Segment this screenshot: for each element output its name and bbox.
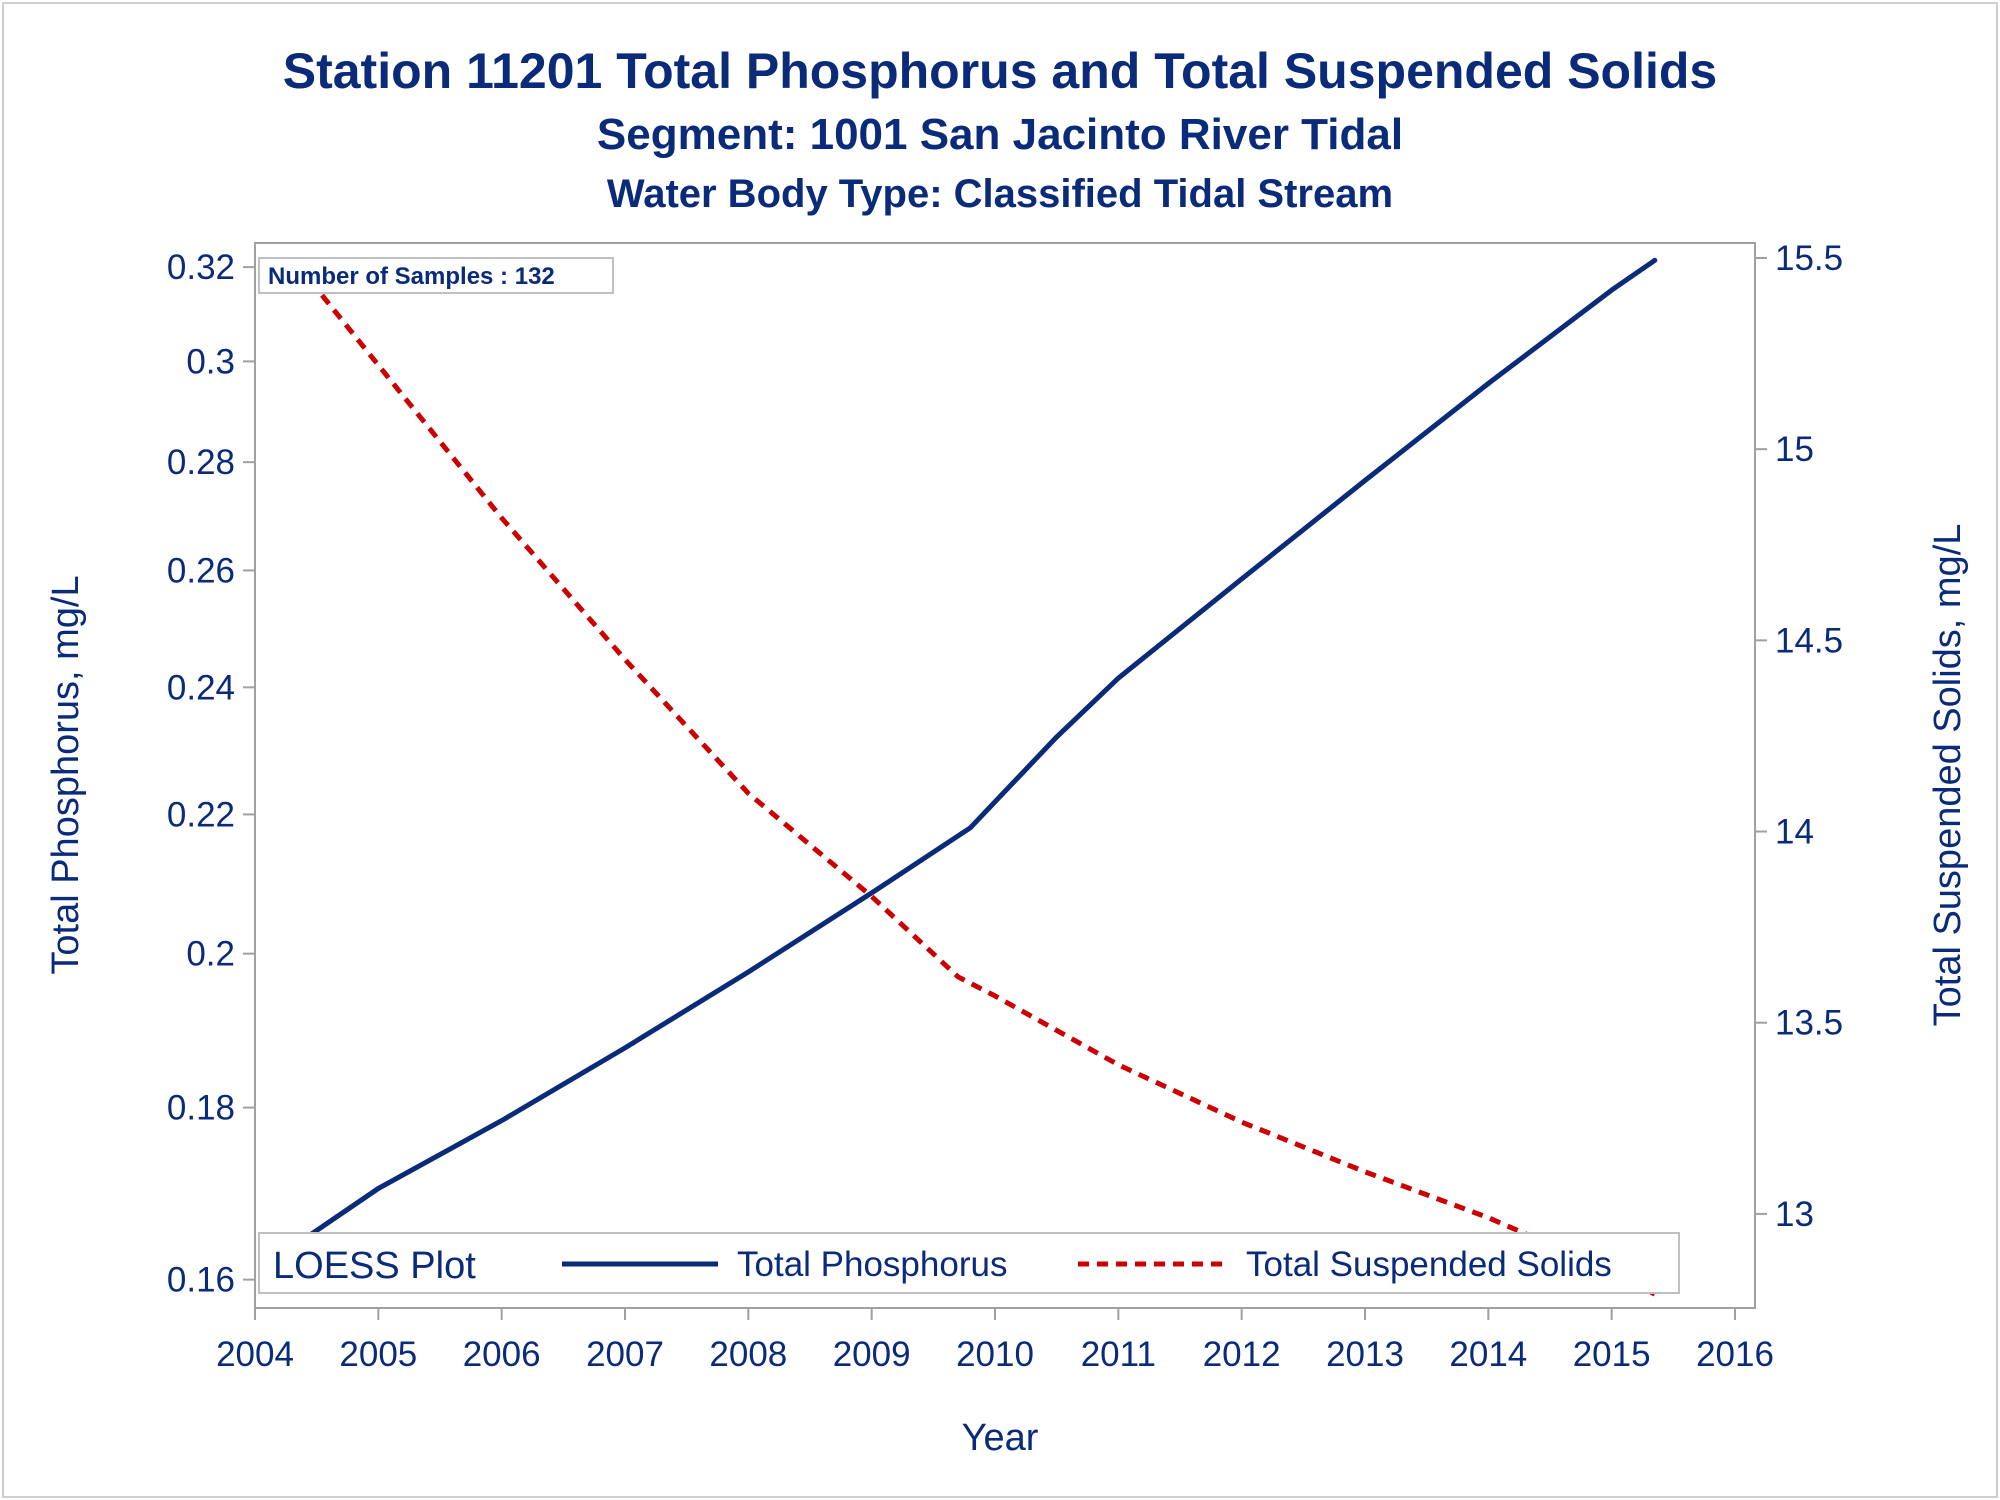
x-tick-label: 2010 <box>956 1335 1034 1374</box>
legend-label-total-suspended-solids: Total Suspended Solids <box>1246 1245 1612 1284</box>
y-axis-right-label: Total Suspended Solids, mg/L <box>1927 524 1969 1027</box>
legend-label-total-phosphorus: Total Phosphorus <box>737 1245 1007 1284</box>
legend-title: LOESS Plot <box>273 1245 476 1287</box>
x-tick-label: 2012 <box>1203 1335 1281 1374</box>
y-axis-left-label: Total Phosphorus, mg/L <box>45 575 87 974</box>
annotation-box <box>258 257 614 294</box>
x-tick-label: 2009 <box>833 1335 911 1374</box>
x-tick-label: 2007 <box>586 1335 664 1374</box>
plot-area <box>254 242 1756 1309</box>
x-tick-label: 2004 <box>216 1335 294 1374</box>
y-right-tick-label: 15 <box>1775 430 1814 469</box>
y-axis-left: 0.16 0.18 0.2 0.22 0.24 0.26 0.28 0.3 0.32 <box>167 248 255 1300</box>
annotation-text: Number of Samples : 132 <box>268 263 555 290</box>
x-axis: 2004 2005 2006 2007 2008 2009 2010 2011 2012 2013… <box>216 1308 1774 1374</box>
y-axis-right: 13 13.5 14 14.5 15 15.5 <box>1755 239 1843 1234</box>
sample-count-annotation: Number of Samples : 132 <box>258 257 614 294</box>
x-tick-label: 2006 <box>463 1335 541 1374</box>
y-right-tick-label: 13 <box>1775 1195 1814 1234</box>
x-tick-label: 2005 <box>339 1335 417 1374</box>
x-axis-label: Year <box>962 1417 1039 1459</box>
y-right-tick-label: 14 <box>1775 813 1814 852</box>
chart-title: Station 11201 Total Phosphorus and Total… <box>282 43 1718 99</box>
y-left-tick-label: 0.16 <box>167 1261 235 1300</box>
y-left-tick-label: 0.22 <box>167 795 235 834</box>
y-left-tick-label: 0.26 <box>167 551 235 590</box>
x-tick-label: 2014 <box>1449 1335 1527 1374</box>
x-tick-label: 2015 <box>1573 1335 1651 1374</box>
chart-subtitle: Segment: 1001 San Jacinto River Tidal <box>596 110 1404 159</box>
legend: LOESS Plot Total Phosphorus Total Suspen… <box>258 1232 1680 1294</box>
y-left-tick-label: 0.32 <box>167 248 235 287</box>
legend-box <box>258 1232 1680 1294</box>
x-tick-label: 2011 <box>1081 1335 1156 1374</box>
y-left-tick-label: 0.18 <box>167 1089 235 1128</box>
series-line-total-phosphorus <box>308 257 1658 1238</box>
y-right-tick-label: 15.5 <box>1775 239 1843 278</box>
y-right-tick-label: 14.5 <box>1775 621 1843 660</box>
y-left-tick-label: 0.28 <box>167 443 235 482</box>
chart-subtitle-2: Water Body Type: Classified Tidal Stream <box>606 172 1394 216</box>
y-left-tick-label: 0.2 <box>186 935 235 974</box>
x-tick-label: 2016 <box>1696 1335 1774 1374</box>
series-layer <box>296 257 1658 1297</box>
x-tick-label: 2013 <box>1326 1335 1404 1374</box>
y-left-tick-label: 0.24 <box>167 668 235 707</box>
y-right-tick-label: 13.5 <box>1775 1004 1843 1043</box>
x-tick-label: 2008 <box>709 1335 787 1374</box>
y-left-tick-label: 0.3 <box>186 342 235 381</box>
series-line-total-suspended-solids <box>296 264 1656 1297</box>
